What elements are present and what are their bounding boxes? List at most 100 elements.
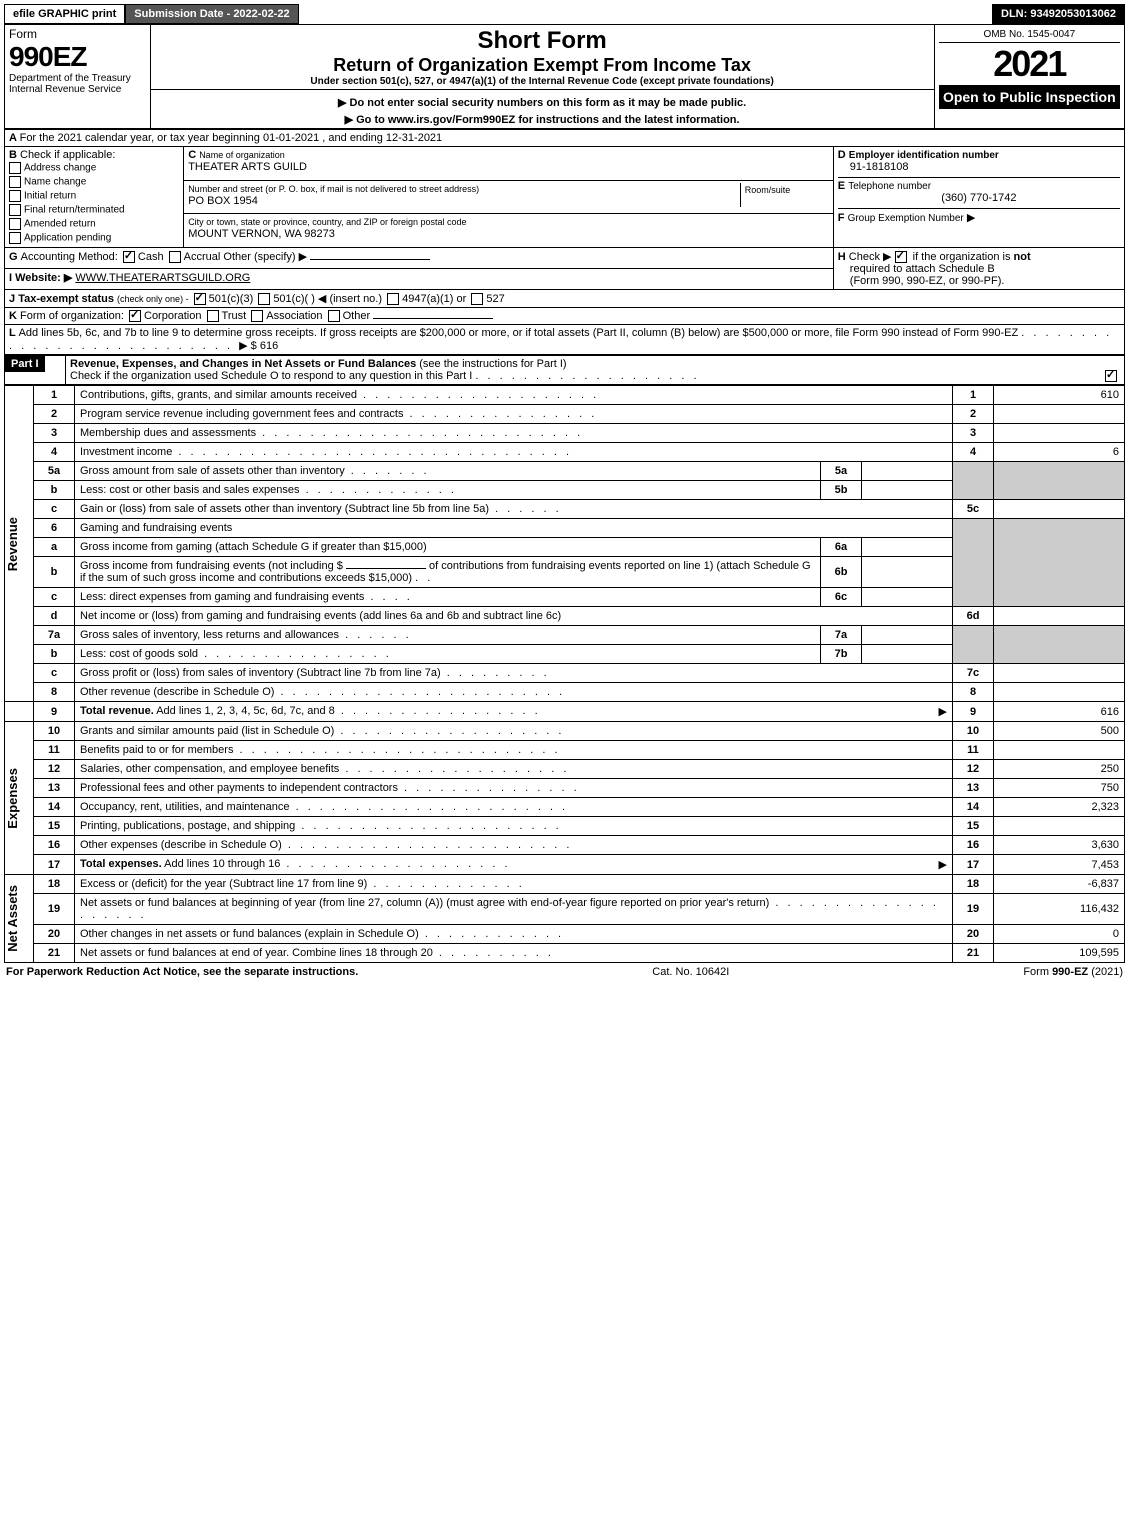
cb-4947[interactable] — [387, 293, 399, 305]
l18-text: Excess or (deficit) for the year (Subtra… — [80, 878, 367, 890]
part1-label: Part I — [5, 356, 45, 372]
j-o2: 501(c)( ) ◀ (insert no.) — [273, 293, 382, 305]
cb-501c3[interactable] — [194, 293, 206, 305]
j-o4: 527 — [486, 293, 504, 305]
l18-box: 18 — [953, 875, 994, 894]
b-opt-0: Address change — [24, 163, 96, 174]
cb-h[interactable] — [895, 251, 907, 263]
cb-accrual[interactable] — [169, 251, 181, 263]
l11-box: 11 — [953, 741, 994, 760]
l10-text: Grants and similar amounts paid (list in… — [80, 725, 334, 737]
l20-num: 20 — [34, 925, 75, 944]
l5b-sbval — [862, 481, 953, 500]
room-suite-label: Room/suite — [740, 183, 829, 207]
website-link[interactable]: WWW.THEATERARTSGUILD.ORG — [75, 272, 250, 284]
form-header: Form 990EZ Department of the Treasury In… — [4, 24, 1125, 129]
instr-goto-post: for instructions and the latest informat… — [518, 114, 739, 126]
j-label: Tax-exempt status — [18, 293, 114, 305]
l16-num: 16 — [34, 836, 75, 855]
b-opt-1: Name change — [24, 177, 86, 188]
l6c-text: Less: direct expenses from gaming and fu… — [80, 591, 364, 603]
l7a-sbval — [862, 626, 953, 645]
f-arrow: ▶ — [967, 212, 975, 224]
l12-num: 12 — [34, 760, 75, 779]
open-public-badge: Open to Public Inspection — [939, 85, 1120, 109]
cb-final-return[interactable] — [9, 204, 21, 216]
cb-address-change[interactable] — [9, 162, 21, 174]
l17-val: 7,453 — [994, 855, 1125, 875]
l21-box: 21 — [953, 944, 994, 963]
l6a-sb: 6a — [821, 538, 862, 557]
footer-center: Cat. No. 10642I — [652, 966, 729, 978]
f-label: Group Exemption Number — [848, 213, 964, 224]
l6a-sbval — [862, 538, 953, 557]
cb-application-pending[interactable] — [9, 232, 21, 244]
expenses-label: Expenses — [5, 764, 20, 833]
l4-text: Investment income — [80, 446, 172, 458]
l6b-text1: Gross income from fundraising events (no… — [80, 560, 343, 572]
l16-text: Other expenses (describe in Schedule O) — [80, 839, 282, 851]
l5a-num: 5a — [34, 462, 75, 481]
l8-box: 8 — [953, 683, 994, 702]
part1-sub: (see the instructions for Part I) — [419, 358, 566, 370]
cb-part1-sched-o[interactable] — [1105, 370, 1117, 382]
l6b-sb: 6b — [821, 557, 862, 588]
l5c-num: c — [34, 500, 75, 519]
l5b-text: Less: cost or other basis and sales expe… — [80, 484, 300, 496]
l7b-text: Less: cost of goods sold — [80, 648, 198, 660]
h-line2: required to attach Schedule B — [850, 263, 995, 275]
l5b-num: b — [34, 481, 75, 500]
l6-num: 6 — [34, 519, 75, 538]
l13-val: 750 — [994, 779, 1125, 798]
l5a-text: Gross amount from sale of assets other t… — [80, 465, 345, 477]
g-label: Accounting Method: — [21, 251, 118, 263]
cb-501c[interactable] — [258, 293, 270, 305]
l4-box: 4 — [953, 443, 994, 462]
irs-link[interactable]: www.irs.gov/Form990EZ — [388, 114, 515, 126]
l2-box: 2 — [953, 405, 994, 424]
g-opt-accrual: Accrual — [184, 251, 221, 263]
cb-amended-return[interactable] — [9, 218, 21, 230]
omb-number: OMB No. 1545-0047 — [939, 27, 1120, 43]
c-city-label: City or town, state or province, country… — [188, 217, 466, 227]
cb-corporation[interactable] — [129, 310, 141, 322]
cb-association[interactable] — [251, 310, 263, 322]
l7a-num: 7a — [34, 626, 75, 645]
instr-goto: ▶ Go to www.irs.gov/Form990EZ for instru… — [155, 113, 930, 126]
l7c-text: Gross profit or (loss) from sales of inv… — [80, 667, 441, 679]
l1-val: 610 — [994, 386, 1125, 405]
l18-val: -6,837 — [994, 875, 1125, 894]
efile-print-button[interactable]: efile GRAPHIC print — [4, 4, 125, 24]
l6d-text: Net income or (loss) from gaming and fun… — [80, 610, 561, 622]
cb-cash[interactable] — [123, 251, 135, 263]
l17-arrow: ▶ — [939, 858, 947, 871]
l1-box: 1 — [953, 386, 994, 405]
cb-initial-return[interactable] — [9, 190, 21, 202]
l8-val — [994, 683, 1125, 702]
l9-box: 9 — [953, 702, 994, 722]
under-section: Under section 501(c), 527, or 4947(a)(1)… — [155, 76, 930, 87]
cb-527[interactable] — [471, 293, 483, 305]
cb-name-change[interactable] — [9, 176, 21, 188]
cb-other[interactable] — [328, 310, 340, 322]
l6b-blank[interactable] — [346, 568, 426, 569]
l14-box: 14 — [953, 798, 994, 817]
cb-trust[interactable] — [207, 310, 219, 322]
c-name-label: Name of organization — [199, 150, 285, 160]
l7c-box: 7c — [953, 664, 994, 683]
h-pre: Check ▶ — [849, 251, 895, 263]
l3-num: 3 — [34, 424, 75, 443]
revenue-label: Revenue — [5, 513, 20, 575]
part1-title: Revenue, Expenses, and Changes in Net As… — [70, 358, 416, 370]
l6c-num: c — [34, 588, 75, 607]
k-o1: Trust — [222, 310, 247, 322]
dept-treasury: Department of the Treasury — [9, 73, 146, 84]
l9-text2: Add lines 1, 2, 3, 4, 5c, 6d, 7c, and 8 — [154, 705, 335, 717]
b-opt-3: Final return/terminated — [24, 205, 125, 216]
l18-num: 18 — [34, 875, 75, 894]
l2-num: 2 — [34, 405, 75, 424]
g-other-input[interactable] — [310, 259, 430, 260]
net-assets-label: Net Assets — [5, 881, 20, 956]
l15-val — [994, 817, 1125, 836]
k-other-input[interactable] — [373, 318, 493, 319]
